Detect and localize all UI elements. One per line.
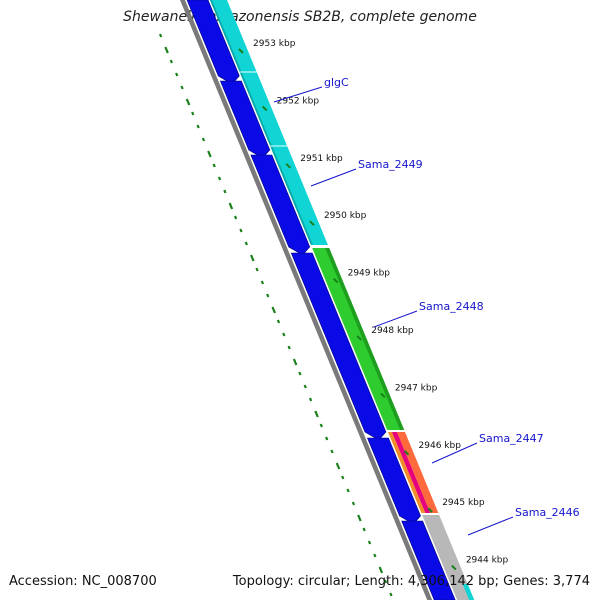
cyan-feature-edge <box>210 0 313 245</box>
gc-dot <box>292 358 298 366</box>
gc-dot <box>308 397 313 402</box>
gc-dot <box>228 202 234 210</box>
gc-dot <box>389 592 393 597</box>
cds-track-inner <box>186 0 456 600</box>
gc-dot <box>223 189 227 194</box>
gene-label: glgC <box>324 76 349 89</box>
gc-dot <box>330 449 334 454</box>
gc-dot <box>266 293 270 298</box>
gene-leader-line <box>373 310 418 328</box>
gc-dot <box>314 410 319 418</box>
kbp-tick <box>285 163 292 169</box>
accession-label: Accession: NC_008700 <box>9 574 157 589</box>
gc-dot <box>303 384 307 389</box>
gc-dot <box>260 280 265 285</box>
gene-leader-line <box>273 86 323 103</box>
gc-dot <box>319 423 323 428</box>
gc-dot <box>207 150 212 158</box>
kbp-label: 2949 kbp <box>348 269 391 279</box>
cds-arrow <box>401 520 456 600</box>
kbp-tick <box>332 277 339 284</box>
cds-arrow <box>367 437 421 525</box>
genome-stats-label: Topology: circular; Length: 4,306,142 bp… <box>232 574 590 589</box>
kbp-tick-track: 2953 kbp 2952 kbp 2951 kbp 2950 kbp 2949 kbp… <box>238 39 509 571</box>
green-feature-edge <box>325 248 405 430</box>
kbp-label: 2947 kbp <box>395 383 438 393</box>
gc-dot <box>287 345 291 350</box>
kbp-label: 2946 kbp <box>419 441 462 451</box>
kbp-label: 2945 kbp <box>442 498 485 508</box>
backbone-layer <box>180 0 433 600</box>
kbp-tick <box>403 450 410 456</box>
gc-dot <box>271 306 276 314</box>
kbp-label: 2948 kbp <box>371 326 414 336</box>
gc-dot <box>180 85 184 90</box>
gene-leader-line <box>431 442 478 464</box>
gc-dot <box>362 527 366 532</box>
gc-dot <box>276 319 281 324</box>
gc-dot <box>351 501 356 506</box>
gene-leader-line <box>467 516 514 536</box>
kbp-label: 2944 kbp <box>466 556 509 566</box>
kbp-tick <box>451 564 457 571</box>
cds-arrow <box>290 252 387 441</box>
kbp-tick <box>261 105 268 112</box>
gc-dot <box>239 228 243 233</box>
kbp-label: 2952 kbp <box>277 96 320 106</box>
magenta-stripe <box>391 432 431 513</box>
orange-stripe <box>387 432 426 513</box>
kbp-tick <box>356 335 362 341</box>
cds-arrow <box>219 80 271 159</box>
kbp-label: 2953 kbp <box>253 39 296 49</box>
gc-dot <box>341 475 345 480</box>
kbp-label: 2951 kbp <box>300 154 343 164</box>
gc-dot <box>325 436 329 441</box>
kbp-tick <box>238 48 244 54</box>
gc-dot <box>282 332 286 337</box>
gc-dot <box>244 241 248 246</box>
kbp-label: 2950 kbp <box>324 211 367 221</box>
gc-dot-track <box>158 33 393 597</box>
kbp-tick <box>380 392 386 399</box>
gc-dot <box>169 59 173 64</box>
gc-dot <box>357 514 362 522</box>
gray-feature <box>422 515 475 600</box>
gc-dot <box>373 553 377 558</box>
feature-track-outer <box>210 0 475 600</box>
cyan-feature <box>210 0 328 245</box>
cyan-feature-end <box>462 584 475 600</box>
gc-dot <box>196 124 200 129</box>
gc-dot <box>383 579 388 584</box>
gc-dot <box>175 72 179 77</box>
gc-dot <box>255 267 259 272</box>
cds-arrow <box>250 154 311 256</box>
gc-dot <box>185 98 191 106</box>
backbone-line <box>180 0 433 600</box>
gc-dot <box>250 254 255 262</box>
gene-label: Sama_2446 <box>515 506 580 519</box>
gene-label: Sama_2449 <box>358 158 423 171</box>
green-feature <box>312 248 405 430</box>
gc-dot <box>367 540 372 545</box>
gc-dot <box>201 137 206 142</box>
gene-label: Sama_2448 <box>419 300 484 313</box>
gc-dot <box>378 566 384 574</box>
gc-dot <box>346 488 350 493</box>
gc-dot <box>335 462 341 470</box>
gc-dot <box>212 163 216 168</box>
gc-dot <box>191 111 195 116</box>
gene-leader-line <box>310 168 357 187</box>
gc-dot <box>158 33 163 38</box>
gc-dot <box>164 46 169 54</box>
kbp-tick <box>309 220 315 226</box>
gc-dot <box>298 371 302 376</box>
cds-arrow <box>186 0 240 85</box>
kbp-tick <box>427 507 433 513</box>
gene-label-layer: glgC Sama_2449 Sama_2448 Sama_2447 Sama_2446 <box>273 76 580 536</box>
gc-dot <box>233 215 238 220</box>
gene-label: Sama_2447 <box>479 432 544 445</box>
gc-dot <box>217 176 222 181</box>
